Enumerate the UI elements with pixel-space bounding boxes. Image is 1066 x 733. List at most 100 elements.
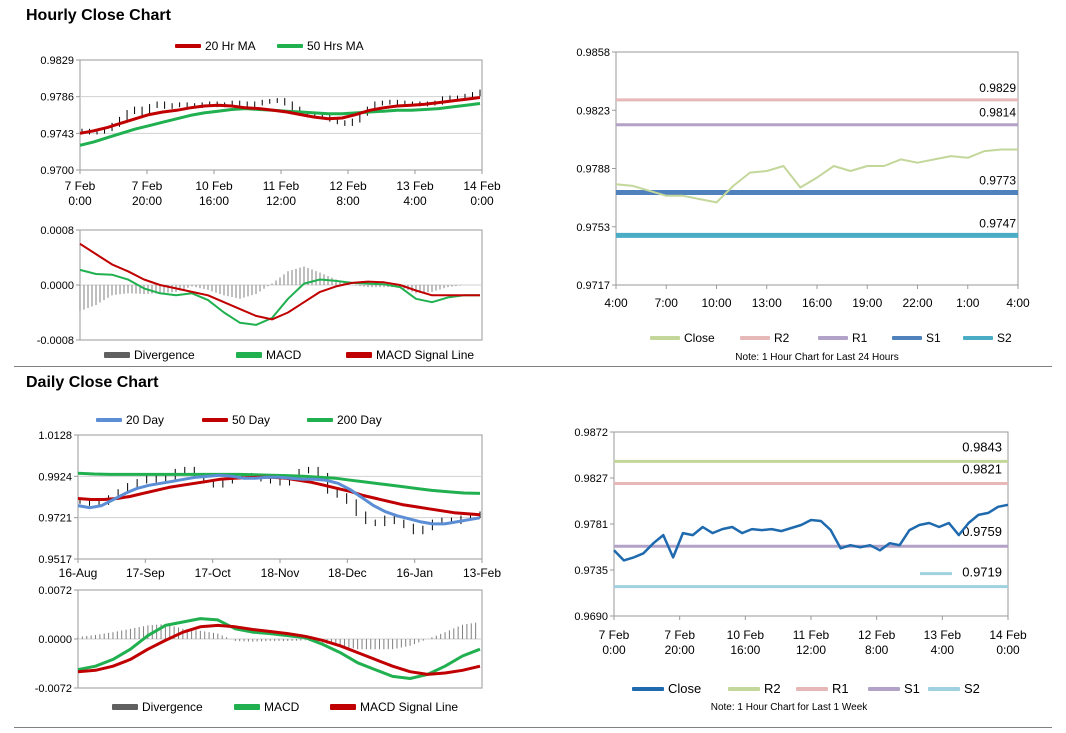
chart-note: Note: 1 Hour Chart for Last 24 Hours: [735, 352, 898, 363]
y-tick-label: -0.0072: [35, 683, 72, 695]
legend-label-s2: S2: [964, 681, 980, 696]
x-tick-label: 18-Nov: [261, 566, 300, 580]
y-tick-label: 0.9721: [38, 513, 72, 525]
x-tick-label: 14 Feb: [463, 179, 501, 193]
legend-swatch-macd: [234, 704, 260, 710]
x-tick-label: 16:00: [802, 296, 832, 310]
daily-price-chart: 20 Day 50 Day 200 Day 1.0128 0.9924 0.9721 0.9…: [38, 413, 501, 580]
legend-swatch-s2: [963, 336, 993, 340]
legend-label-20-day: 20 Day: [126, 413, 164, 427]
plot-area-border: [79, 59, 483, 171]
y-tick-label: 0.9858: [576, 47, 610, 59]
y-tick-label: 0.9823: [576, 105, 610, 117]
y-tick-label: 0.9717: [576, 280, 610, 292]
x-tick-label: 16:00: [730, 643, 760, 657]
x-tick-label: 4:00: [1006, 296, 1030, 310]
hourly-levels-chart: 0.9858 0.9823 0.9788 0.9753 0.9717 0.9829 0.98…: [576, 47, 1030, 363]
y-tick-label: 0.9690: [574, 611, 608, 623]
hourly-price-chart: 20 Hr MA 50 Hrs MA 0.9829 0.9786 0.9743 0.970…: [40, 39, 501, 208]
x-tick-label: 10 Feb: [195, 179, 233, 193]
y-tick-label: 0.0008: [40, 225, 74, 237]
y-tick-label: 0.9786: [40, 92, 74, 104]
y-tick-label: 0.9788: [576, 164, 610, 176]
y-tick-label: 0.9743: [40, 128, 74, 140]
x-tick-label: 1:00: [956, 296, 980, 310]
legend-swatch-close: [632, 687, 664, 691]
level-label-s1: 0.9759: [962, 524, 1002, 539]
x-tick-label: 13 Feb: [924, 628, 962, 642]
x-tick-label: 17-Sep: [126, 566, 165, 580]
daily-levels-chart: 0.9872 0.9827 0.9781 0.9735 0.9690 0.9843 0.98…: [574, 427, 1027, 713]
legend-swatch-r1: [818, 336, 848, 340]
x-tick-label: 18-Dec: [328, 566, 367, 580]
legend-label-s2: S2: [997, 331, 1012, 345]
level-label-r2: 0.9843: [962, 439, 1002, 454]
series-20-day: [77, 473, 481, 526]
level-label-r1: 0.9814: [979, 106, 1016, 120]
daily-macd-chart: 0.0072 0.0000 -0.0072 Divergence MACD MACD Si…: [35, 585, 483, 714]
level-label-s1: 0.9773: [979, 173, 1016, 187]
legend-label-20-hr-ma: 20 Hr MA: [205, 39, 256, 53]
x-tick-label: 14 Feb: [989, 628, 1027, 642]
section-divider-bottom: [14, 727, 1052, 728]
x-tick-label: 8:00: [336, 194, 360, 208]
x-tick-label: 0:00: [470, 194, 494, 208]
plot-area-border: [615, 51, 1019, 286]
series-close: [613, 503, 1009, 562]
x-tick-label: 16-Jan: [396, 566, 433, 580]
x-tick-label: 7 Feb: [132, 179, 163, 193]
level-label-r2: 0.9829: [979, 81, 1016, 95]
x-tick-label: 10 Feb: [727, 628, 765, 642]
legend-label-50-hrs-ma: 50 Hrs MA: [307, 39, 364, 53]
y-tick-label: -0.0008: [37, 335, 74, 347]
legend-label-close: Close: [668, 681, 701, 696]
chart-note: Note: 1 Hour Chart for Last 1 Week: [711, 702, 869, 713]
series-close: [615, 148, 1018, 204]
hourly-macd-chart: 0.0008 0.0000 -0.0008 Divergence MACD MACD Si…: [37, 225, 483, 362]
x-tick-label: 20:00: [132, 194, 162, 208]
x-tick-label: 12 Feb: [858, 628, 896, 642]
series-macd: [77, 617, 481, 680]
legend-label-200-day: 200 Day: [337, 413, 382, 427]
legend-swatch-r1: [796, 687, 828, 691]
section-divider-top: [14, 366, 1052, 367]
plot-area-border: [77, 434, 483, 560]
x-tick-label: 11 Feb: [793, 628, 830, 642]
legend-swatch-200-day: [307, 418, 333, 422]
legend-label-divergence: Divergence: [142, 700, 203, 714]
level-label-s2: 0.9747: [979, 216, 1016, 230]
series-macd-signal-line: [79, 242, 480, 321]
x-tick-label: 7 Feb: [664, 628, 695, 642]
legend-swatch-50-day: [202, 418, 228, 422]
x-tick-label: 19:00: [852, 296, 882, 310]
legend-label-50-day: 50 Day: [232, 413, 270, 427]
x-tick-label: 17-Oct: [195, 566, 232, 580]
x-tick-label: 0:00: [68, 194, 92, 208]
x-tick-label: 0:00: [602, 643, 626, 657]
y-tick-label: 0.9700: [40, 165, 74, 177]
legend-label-macd-signal-line: MACD Signal Line: [360, 700, 458, 714]
y-tick-label: 0.9829: [40, 55, 74, 67]
legend-swatch-divergence: [104, 352, 130, 358]
legend-label-macd-signal-line: MACD Signal Line: [376, 348, 474, 362]
x-tick-label: 12:00: [796, 643, 826, 657]
legend-swatch-macd: [236, 352, 262, 358]
series-200-day: [77, 471, 481, 495]
legend-label-r2: R2: [774, 331, 790, 345]
x-tick-label: 0:00: [996, 643, 1020, 657]
series-20-hr-ma: [79, 96, 481, 135]
legend-swatch-macd-signal-line: [330, 704, 356, 710]
y-tick-label: 0.9735: [574, 565, 608, 577]
y-tick-label: 0.9753: [576, 222, 610, 234]
legend-label-r2: R2: [764, 681, 781, 696]
y-tick-label: 0.9827: [574, 473, 608, 485]
x-tick-label: 13:00: [752, 296, 782, 310]
level-label-s2: 0.9719: [962, 565, 1002, 580]
x-tick-label: 8:00: [865, 643, 889, 657]
legend-swatch-20-day: [96, 418, 122, 422]
series-50-day: [77, 475, 481, 517]
legend-swatch-r2: [740, 336, 770, 340]
x-tick-label: 13 Feb: [396, 179, 434, 193]
legend-label-r1: R1: [852, 331, 868, 345]
x-tick-label: 4:00: [604, 296, 628, 310]
